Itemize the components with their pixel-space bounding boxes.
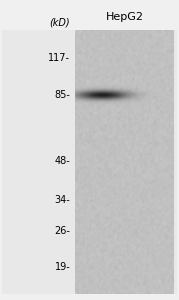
Text: 85-: 85- [54, 90, 70, 100]
Bar [76, 30, 174, 294]
Text: (kD): (kD) [50, 17, 70, 27]
Text: 117-: 117- [48, 53, 70, 64]
Text: 19-: 19- [54, 262, 70, 272]
Text: HepG2: HepG2 [106, 12, 144, 22]
Text: 34-: 34- [54, 195, 70, 205]
Text: 26-: 26- [54, 226, 70, 236]
Text: 48-: 48- [54, 156, 70, 166]
